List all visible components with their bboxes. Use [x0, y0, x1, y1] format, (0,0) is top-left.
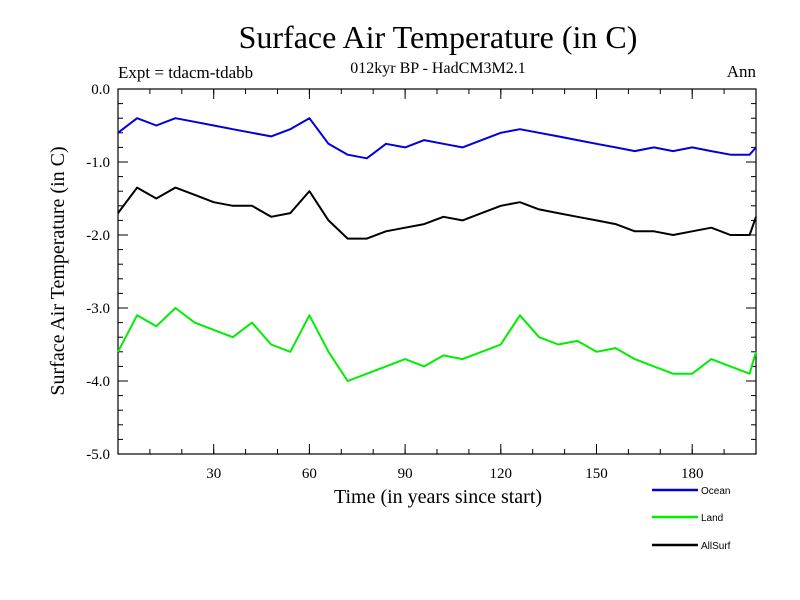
- x-tick-label: 180: [681, 466, 704, 482]
- y-tick-label: 0.0: [91, 82, 110, 98]
- legend-label-ocean: Ocean: [701, 486, 730, 497]
- y-tick-label: -1.0: [86, 155, 110, 171]
- chart-subtitle: 012kyr BP - HadCM3M2.1: [350, 60, 525, 77]
- series-line-land: [117, 307, 757, 382]
- experiment-label: Expt = tdacm-tdabb: [118, 63, 253, 82]
- y-tick-label: -2.0: [86, 228, 110, 244]
- y-tick-label: -3.0: [86, 301, 110, 317]
- x-tick-label: 90: [398, 466, 413, 482]
- period-label: Ann: [727, 62, 757, 81]
- x-tick-label: 30: [206, 466, 221, 482]
- plot-area: [117, 88, 757, 455]
- y-tick-label: -4.0: [86, 374, 110, 390]
- y-axis-label: Surface Air Temperature (in C): [47, 146, 69, 395]
- x-tick-label: 60: [302, 466, 317, 482]
- legend-label-allsurf: AllSurf: [701, 541, 731, 552]
- chart-title: Surface Air Temperature (in C): [239, 19, 638, 55]
- series-line-ocean: [117, 117, 757, 160]
- x-axis-label: Time (in years since start): [334, 486, 542, 508]
- y-tick-label: -5.0: [86, 447, 110, 463]
- x-tick-label: 150: [585, 466, 608, 482]
- legend-label-land: Land: [701, 513, 723, 524]
- series-line-allsurf: [117, 186, 757, 240]
- x-axis: 30 60 90 120 150 180: [117, 89, 757, 482]
- y-axis: 0.0 -1.0 -2.0 -3.0 -4.0 -5.0: [86, 82, 756, 463]
- legend: Ocean Land AllSurf: [652, 486, 731, 552]
- x-tick-label: 120: [490, 466, 513, 482]
- series-lines: [117, 117, 757, 382]
- plot-border: [117, 88, 757, 455]
